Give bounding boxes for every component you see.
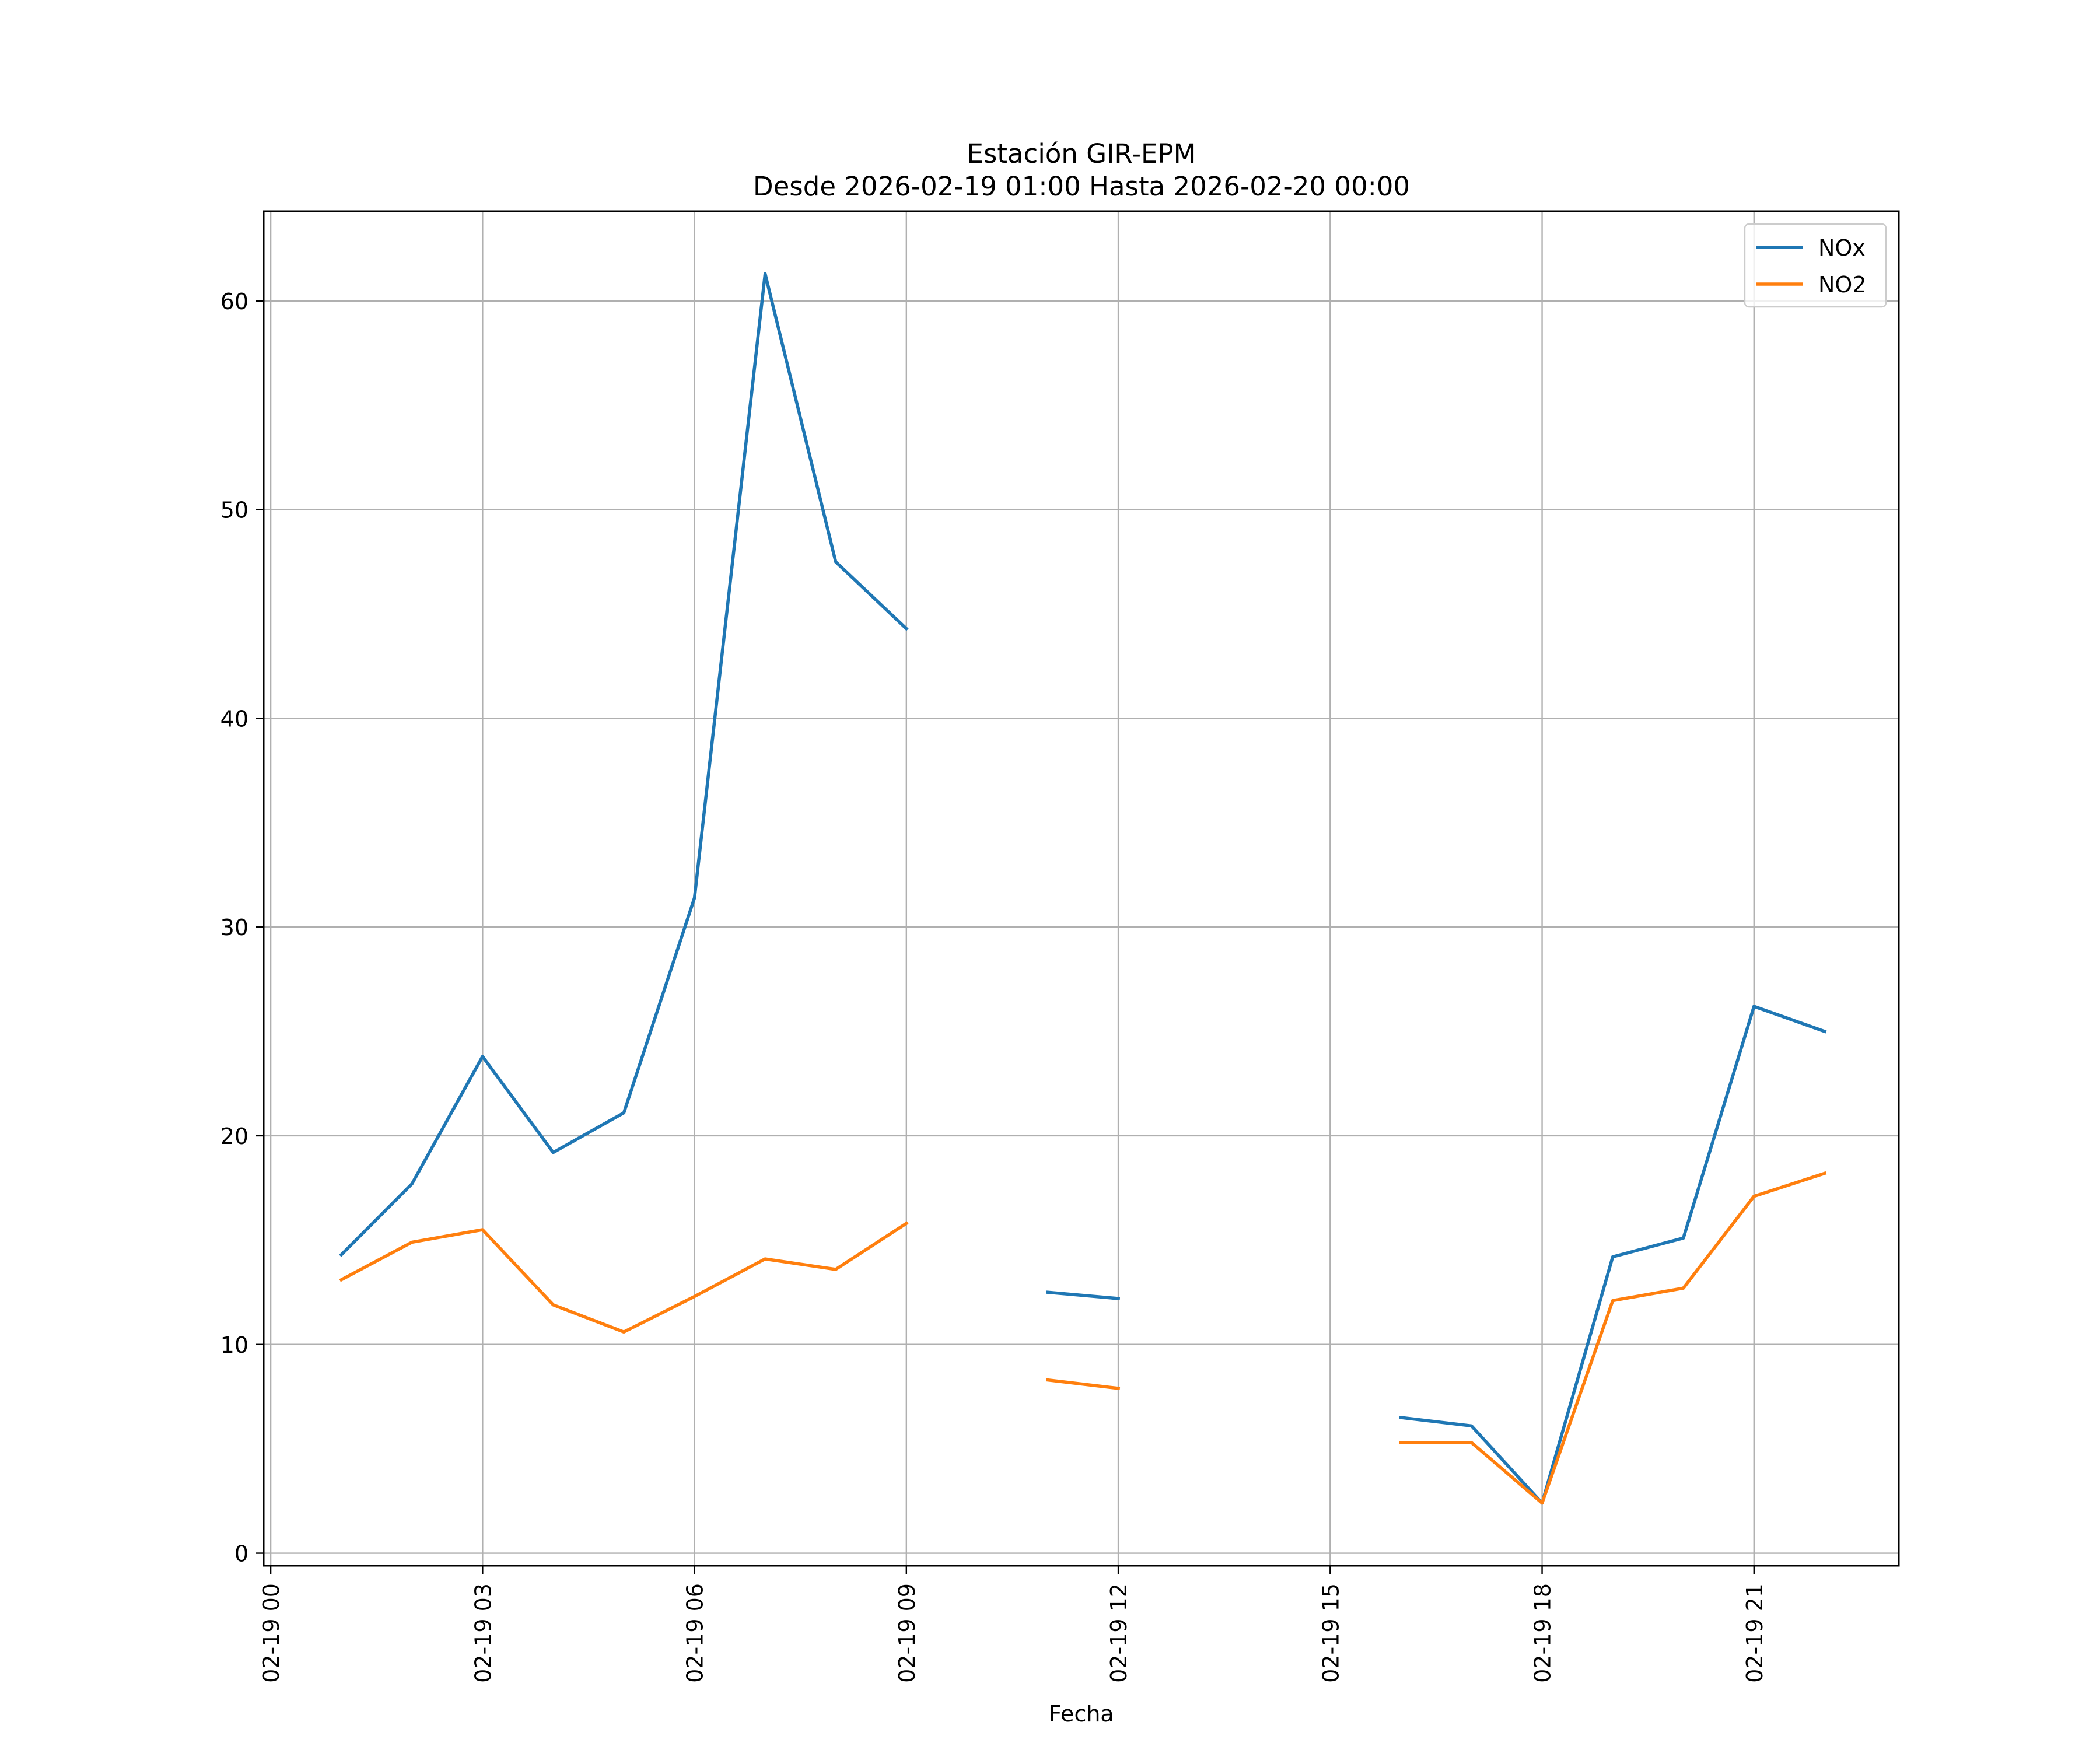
x-tick-label: 02-19 06: [682, 1583, 708, 1683]
y-tick-label: 60: [220, 289, 249, 314]
x-axis-ticks: 02-19 00 02-19 03 02-19 06 02-19 09 02-19 12…: [258, 1566, 1768, 1683]
chart-title: Estación GIR-EPM: [967, 138, 1196, 169]
legend-label: NOx: [1818, 235, 1866, 261]
x-tick-label: 02-19 21: [1742, 1583, 1768, 1683]
chart-subtitle: Desde 2026-02-19 01:00 Hasta 2026-02-20 …: [753, 171, 1410, 202]
y-tick-label: 20: [220, 1124, 249, 1149]
y-tick-label: 50: [220, 498, 249, 523]
legend: NOx NO2: [1744, 223, 1887, 308]
series-lines: [339, 272, 1827, 1505]
y-axis-ticks: 0 10 20 30 40 50 60: [220, 289, 264, 1567]
x-tick-label: 02-19 09: [894, 1583, 920, 1683]
y-tick-label: 40: [220, 706, 249, 732]
y-tick-label: 0: [235, 1541, 249, 1567]
y-tick-label: 30: [220, 915, 249, 940]
x-tick-label: 02-19 15: [1318, 1583, 1343, 1683]
series-line-nox: [339, 272, 1827, 1505]
legend-box: [1744, 223, 1887, 308]
y-tick-label: 10: [220, 1332, 249, 1358]
grid: [264, 211, 1899, 1566]
x-tick-label: 02-19 12: [1106, 1583, 1132, 1683]
legend-label: NO2: [1818, 272, 1867, 298]
x-tick-label: 02-19 03: [470, 1583, 496, 1683]
x-tick-label: 02-19 00: [258, 1583, 284, 1683]
x-axis-label: Fecha: [1049, 1701, 1114, 1727]
plot-frame: [262, 210, 1900, 1567]
x-tick-label: 02-19 18: [1530, 1583, 1556, 1683]
series-line-no2: [339, 1171, 1827, 1505]
